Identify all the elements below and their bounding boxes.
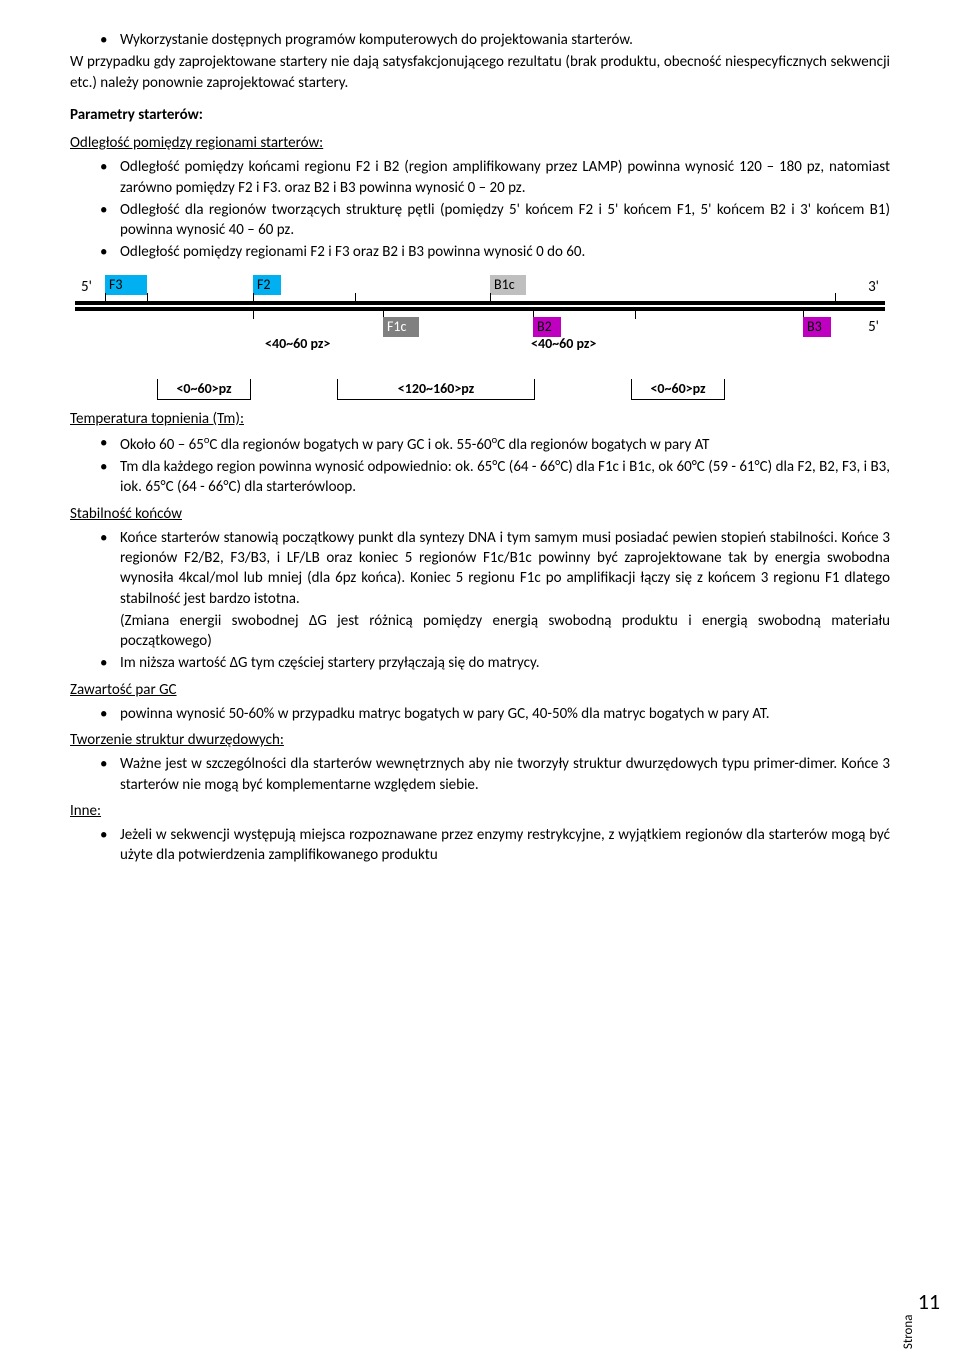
intro-bullet-1: Wykorzystanie dostępnych programów kompu… <box>100 30 890 50</box>
gc-bullet-1: powinna wynosić 50-60% w przypadku matry… <box>100 704 890 724</box>
annotation-40-60-left: <40~60 pz> <box>265 335 330 354</box>
distance-bullet-1: Odległość pomiędzy końcami regionu F2 i … <box>100 157 890 198</box>
gc-list: powinna wynosić 50-60% w przypadku matry… <box>70 704 890 724</box>
region-f2: F2 <box>253 275 281 295</box>
tm-list: Około 60 – 65oC dla regionów bogatych w … <box>70 433 890 498</box>
distance-list: Odległość pomiędzy końcami regionu F2 i … <box>70 157 890 262</box>
distance-subheading: Odległość pomiędzy regionami starterów: <box>70 133 890 153</box>
tm-heading: Temperatura topnienia (Tm): <box>70 409 890 429</box>
distance-bullet-3: Odległość pomiędzy regionami F2 i F3 ora… <box>100 242 890 262</box>
inne-bullet-1: Jeżeli w sekwencji występują miejsca roz… <box>100 825 890 866</box>
intro-paragraph: W przypadku gdy zaprojektowane startery … <box>70 52 890 93</box>
stability-sub1: (Zmiana energii swobodnej ΔG jest różnic… <box>120 611 890 652</box>
region-b2: B2 <box>533 317 561 337</box>
stability-bullet-2: Im niższa wartość ΔG tym częściej starte… <box>100 653 890 673</box>
five-prime-top: 5' <box>81 277 92 297</box>
stability-bullet-1: Końce starterów stanowią początkowy punk… <box>100 528 890 652</box>
gc-heading: Zawartość par GC <box>70 680 890 700</box>
dw-heading: Tworzenie struktur dwurzędowych: <box>70 730 890 750</box>
region-b3: B3 <box>803 317 831 337</box>
three-prime-top: 3' <box>868 277 879 297</box>
region-f3: F3 <box>105 275 147 295</box>
tm-b1c: C dla regionów bogatych w pary AT <box>497 436 709 454</box>
range-120-160: <120~160>pz <box>337 379 535 401</box>
tm-bullet-1: Około 60 – 65oC dla regionów bogatych w … <box>100 433 890 455</box>
dw-bullet-1: Ważne jest w szczególności dla starterów… <box>100 754 890 795</box>
inne-list: Jeżeli w sekwencji występują miejsca roz… <box>70 825 890 866</box>
range-0-60-left: <0~60>pz <box>157 379 251 401</box>
page-number-value: 11 <box>918 1288 940 1315</box>
region-b1c: B1c <box>490 275 526 295</box>
tm-bullet-2: Tm dla każdego region powinna wynosić od… <box>100 457 890 498</box>
primer-diagram: 5' F3 F2 B1c 3' F1c B2 B3 5' <40~60 pz> … <box>75 275 885 401</box>
annotation-40-60-right: <40~60 pz> <box>531 335 596 354</box>
distance-bullet-2: Odległość dla regionów tworzących strukt… <box>100 200 890 241</box>
dw-list: Ważne jest w szczególności dla starterów… <box>70 754 890 795</box>
stability-b1-text: Końce starterów stanowią początkowy punk… <box>120 529 890 608</box>
intro-list: Wykorzystanie dostępnych programów kompu… <box>70 30 890 50</box>
range-0-60-right: <0~60>pz <box>631 379 725 401</box>
inne-heading: Inne: <box>70 801 890 821</box>
stability-list: Końce starterów stanowią początkowy punk… <box>70 528 890 674</box>
page-number: Strona11 <box>883 1287 940 1317</box>
page-label: Strona <box>900 1315 918 1349</box>
tm-b1a: Około 60 – 65 <box>120 436 204 454</box>
stability-heading: Stabilność końców <box>70 504 890 524</box>
region-f1c: F1c <box>383 317 419 337</box>
parametry-heading: Parametry starterów: <box>70 105 890 125</box>
strand-top <box>75 301 885 305</box>
tm-b1b: C dla regionów bogatych w pary GC i ok. … <box>209 436 491 454</box>
